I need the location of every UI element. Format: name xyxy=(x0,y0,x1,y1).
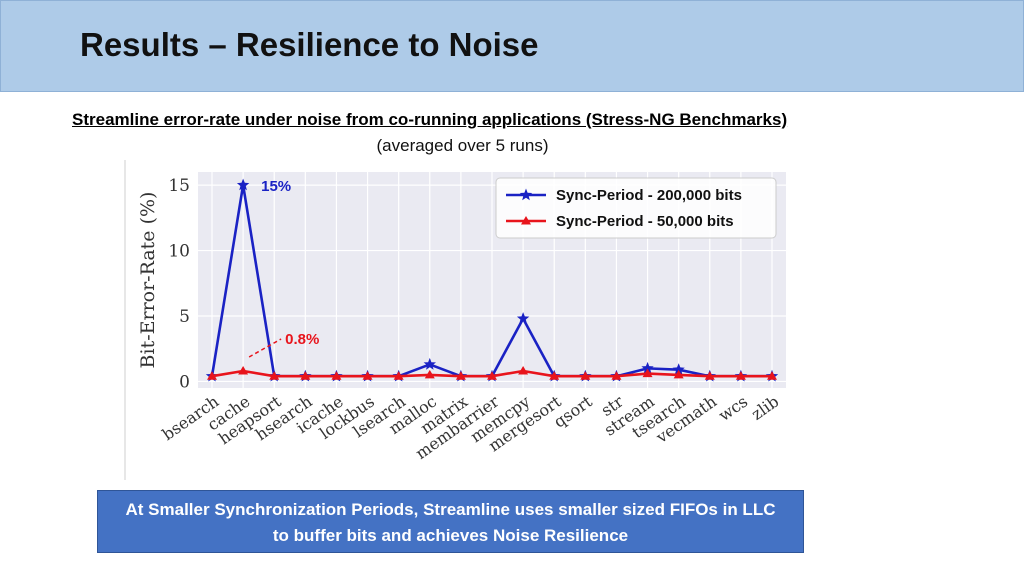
series-2-point xyxy=(455,371,466,380)
series-2-point xyxy=(673,369,684,379)
legend-label: Sync-Period - 50,000 bits xyxy=(556,213,734,230)
series-2-point xyxy=(331,371,342,380)
y-tick-label: 15 xyxy=(168,176,190,196)
series-1-point xyxy=(236,178,250,191)
y-axis-ticks: 0 5 10 15 xyxy=(168,176,190,392)
series-2-point xyxy=(549,371,560,380)
chart-subtitle: Streamline error-rate under noise from c… xyxy=(72,110,788,129)
x-tick-label: wcs xyxy=(715,392,751,425)
series-2-point xyxy=(269,371,280,380)
series-lines xyxy=(205,178,779,382)
y-axis-label: Bit-Error-Rate (%) xyxy=(137,192,159,369)
slide-title: Results – Resilience to Noise xyxy=(80,26,539,63)
series-2-point xyxy=(362,371,373,380)
annotations: 15% 0.8% xyxy=(248,178,319,358)
series-2-point xyxy=(767,371,777,380)
callout-box: At Smaller Synchronization Periods, Stre… xyxy=(97,490,804,553)
series-2-point xyxy=(238,365,249,375)
legend-box xyxy=(495,177,777,239)
series-1-point xyxy=(672,363,685,375)
y-tick-label: 10 xyxy=(168,242,190,262)
bit-error-rate-chart: 0 5 10 15 Bit-Error-Rate (%) bsearchcachehe… xyxy=(124,160,786,480)
y-tick-label: 0 xyxy=(179,372,190,392)
series-1-point xyxy=(516,312,530,324)
y-tick-label: 5 xyxy=(179,307,190,327)
annotation-peak-red: 0.8% xyxy=(285,331,319,348)
series-2-point xyxy=(300,371,311,380)
annotation-pointer xyxy=(248,338,282,358)
x-tick-label: zlib xyxy=(748,392,783,424)
callout-line-2: to buffer bits and achieves Noise Resili… xyxy=(272,526,629,545)
series-2-point xyxy=(207,371,217,380)
callout-line-1: At Smaller Synchronization Periods, Stre… xyxy=(125,500,776,519)
series-2-point xyxy=(393,371,404,380)
legend-marker xyxy=(519,188,533,201)
series-2-point xyxy=(518,365,529,375)
legend-marker xyxy=(521,216,531,225)
annotation-peak-blue: 15% xyxy=(261,178,291,195)
series-2-point xyxy=(580,371,591,380)
x-axis-ticks: bsearchcacheheapsorthsearchicachelockbus… xyxy=(159,391,783,463)
legend-label: Sync-Period - 200,000 bits xyxy=(556,187,742,204)
series-2-point xyxy=(424,369,435,379)
series-2-point xyxy=(704,371,715,380)
series-2-point xyxy=(487,371,497,380)
series-1-point xyxy=(641,361,654,374)
series-2-point xyxy=(735,371,746,380)
title-bar xyxy=(0,0,1024,92)
series-2-point xyxy=(642,368,653,378)
chart-subtitle-note: (averaged over 5 runs) xyxy=(376,136,549,155)
legend: Sync-Period - 200,000 bits Sync-Period - … xyxy=(495,177,777,239)
series-2-point xyxy=(611,371,622,380)
series-1-point xyxy=(423,357,436,370)
